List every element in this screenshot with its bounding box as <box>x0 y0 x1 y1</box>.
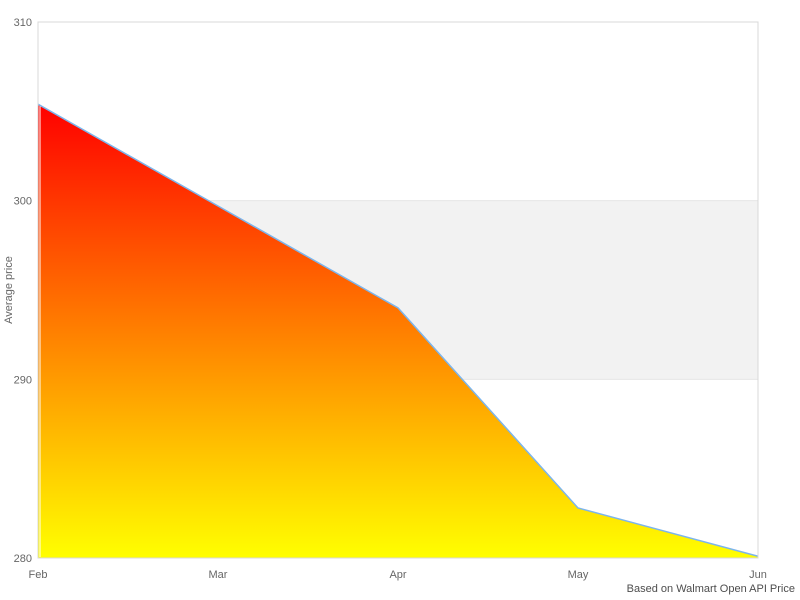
y-tick-label: 300 <box>14 196 32 208</box>
y-axis-title: Average price <box>3 256 15 324</box>
x-tick-label: May <box>568 569 589 581</box>
y-tick-label: 310 <box>14 17 32 29</box>
x-tick-label: Jun <box>749 569 767 581</box>
area-series-fill <box>38 104 758 558</box>
y-tick-label: 290 <box>14 374 32 386</box>
y-axis-tick-labels: 280 290 300 310 <box>14 17 32 565</box>
credits-text: Based on Walmart Open API Price <box>627 583 795 595</box>
x-tick-label: Mar <box>209 569 228 581</box>
x-tick-label: Feb <box>29 569 48 581</box>
plot-border <box>37 21 759 559</box>
x-tick-label: Apr <box>389 569 406 581</box>
y-tick-label: 280 <box>14 553 32 565</box>
x-axis-tick-labels: Feb Mar Apr May Jun <box>29 569 767 581</box>
area-series-line <box>37 103 759 557</box>
